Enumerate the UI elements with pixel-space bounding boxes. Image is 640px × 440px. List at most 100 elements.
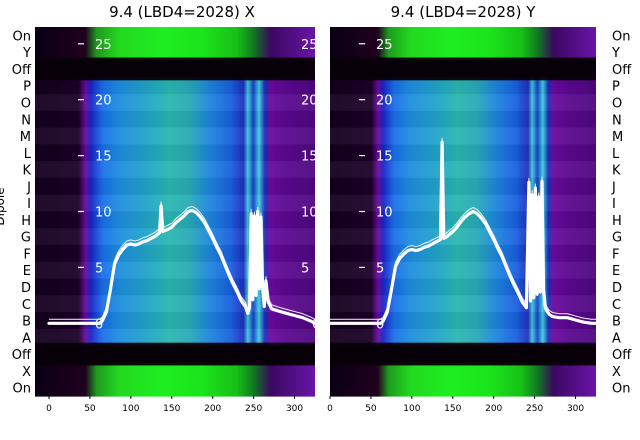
dipole-label: On	[13, 382, 31, 397]
heatmap-row	[35, 161, 315, 179]
x-tick-label: 200	[204, 404, 221, 414]
dipole-label: Y	[22, 46, 31, 61]
heatmap-row	[330, 379, 596, 397]
heatmap-row-shade	[330, 312, 596, 329]
heatmap-row	[35, 194, 315, 213]
heatmap-row	[35, 362, 315, 380]
dipole-label: C	[22, 298, 31, 313]
dipole-label: O	[612, 96, 622, 111]
x-tick-label: 50	[84, 404, 96, 414]
dipole-label: D	[21, 281, 31, 296]
heatmap-row	[35, 328, 315, 347]
heatmap-row	[35, 110, 315, 129]
y-tick-label-edge: 20	[301, 94, 318, 109]
dipole-label: L	[24, 147, 32, 162]
heatmap-row	[35, 77, 315, 95]
heatmap-row-shade	[330, 127, 596, 145]
heatmap-row	[330, 312, 596, 330]
heatmap-row-shade	[330, 278, 596, 296]
y-tick-label: 20	[95, 94, 112, 109]
heatmap-row	[35, 379, 315, 397]
heatmap-row-shade	[35, 312, 315, 329]
dipole-label: K	[612, 164, 621, 179]
dipole-label: K	[22, 164, 31, 179]
y-tick-label: 15	[95, 150, 112, 165]
heatmap-row-shade	[35, 245, 315, 262]
dipole-label: On	[13, 29, 31, 44]
heatmap-row	[330, 43, 596, 62]
x-tick-label: 300	[286, 404, 303, 414]
heatmap-row-shade	[330, 94, 596, 111]
heatmap-row	[35, 261, 315, 280]
dipole-label: X	[612, 365, 621, 380]
y-tick-label: 10	[376, 206, 393, 221]
dipole-label: G	[21, 231, 31, 246]
dipole-label: H	[21, 214, 31, 229]
dipole-label: J	[611, 180, 616, 195]
heatmap-row-shade	[330, 245, 596, 262]
heatmap-row	[35, 228, 315, 246]
dipole-label: E	[612, 264, 620, 279]
heatmap-row	[35, 177, 315, 196]
dipole-label: E	[23, 264, 31, 279]
panel-title: 9.4 (LBD4=2028) X	[109, 3, 255, 21]
y-tick-label: 10	[95, 206, 112, 221]
panel-1: 9.4 (LBD4=2028) XOnYOffPONMLKJIHGFEDCBAO…	[0, 3, 320, 414]
heatmap-row	[35, 278, 315, 296]
dipole-label: Off	[612, 63, 632, 78]
dipole-label: I	[27, 197, 31, 212]
dipole-label: O	[21, 96, 31, 111]
dipole-label: P	[612, 80, 620, 95]
dipole-label: J	[26, 180, 31, 195]
off-band	[35, 57, 315, 81]
heatmap-row-shade	[330, 177, 596, 195]
heatmap-row-shade	[330, 261, 596, 279]
heatmap-row	[330, 161, 596, 179]
x-tick-label: 250	[526, 404, 543, 414]
x-tick-label: 150	[444, 404, 461, 414]
heatmap-row	[35, 127, 315, 146]
x-tick-label: 50	[365, 404, 377, 414]
y-tick-label: 5	[376, 261, 384, 276]
x-tick-label: 250	[245, 404, 262, 414]
heatmap-row	[330, 127, 596, 146]
y-tick-label-edge: 25	[301, 38, 318, 53]
series-line-secondary	[49, 201, 316, 320]
heatmap-row-shade	[35, 328, 315, 346]
heatmap-row-shade	[35, 278, 315, 296]
y-tick-label: 5	[95, 261, 103, 276]
heatmap-row	[330, 328, 596, 347]
off-band	[35, 342, 315, 366]
heatmap-row-shade	[35, 144, 315, 162]
panel-title: 9.4 (LBD4=2028) Y	[391, 3, 537, 21]
heatmap-row	[330, 362, 596, 380]
dipole-label: N	[21, 113, 31, 128]
dipole-label: Y	[611, 46, 620, 61]
x-tick-label: 150	[163, 404, 180, 414]
y-tick-label: 20	[376, 94, 393, 109]
heatmap-row-shade	[35, 194, 315, 212]
heatmap-row-shade	[330, 194, 596, 212]
heatmap-row-shade	[35, 261, 315, 279]
heatmap-row	[35, 43, 315, 62]
heatmap-row-shade	[330, 144, 596, 162]
y-tick-label: 15	[376, 150, 393, 165]
off-band	[330, 342, 596, 366]
heatmap-row-shade	[330, 161, 596, 178]
heatmap-row	[330, 94, 596, 112]
heatmap-row	[330, 77, 596, 95]
y-tick-label: 25	[376, 38, 393, 53]
y-axis-label: Dipole	[0, 187, 7, 225]
dipole-label: I	[612, 197, 616, 212]
dipole-label: X	[22, 365, 31, 380]
heatmap-row-shade	[35, 177, 315, 195]
dipole-label: Off	[12, 63, 32, 78]
y-tick-label-edge: 15	[301, 150, 318, 165]
x-tick-label: 200	[485, 404, 502, 414]
x-tick-label: 100	[122, 404, 139, 414]
x-tick-label: 100	[403, 404, 420, 414]
dipole-label: Off	[12, 348, 32, 363]
heatmap-row-shade	[35, 94, 315, 111]
dipole-label: H	[612, 214, 622, 229]
panel-2: 9.4 (LBD4=2028) YOnYOffPONMLKJIHGFEDCBAO…	[327, 3, 632, 414]
